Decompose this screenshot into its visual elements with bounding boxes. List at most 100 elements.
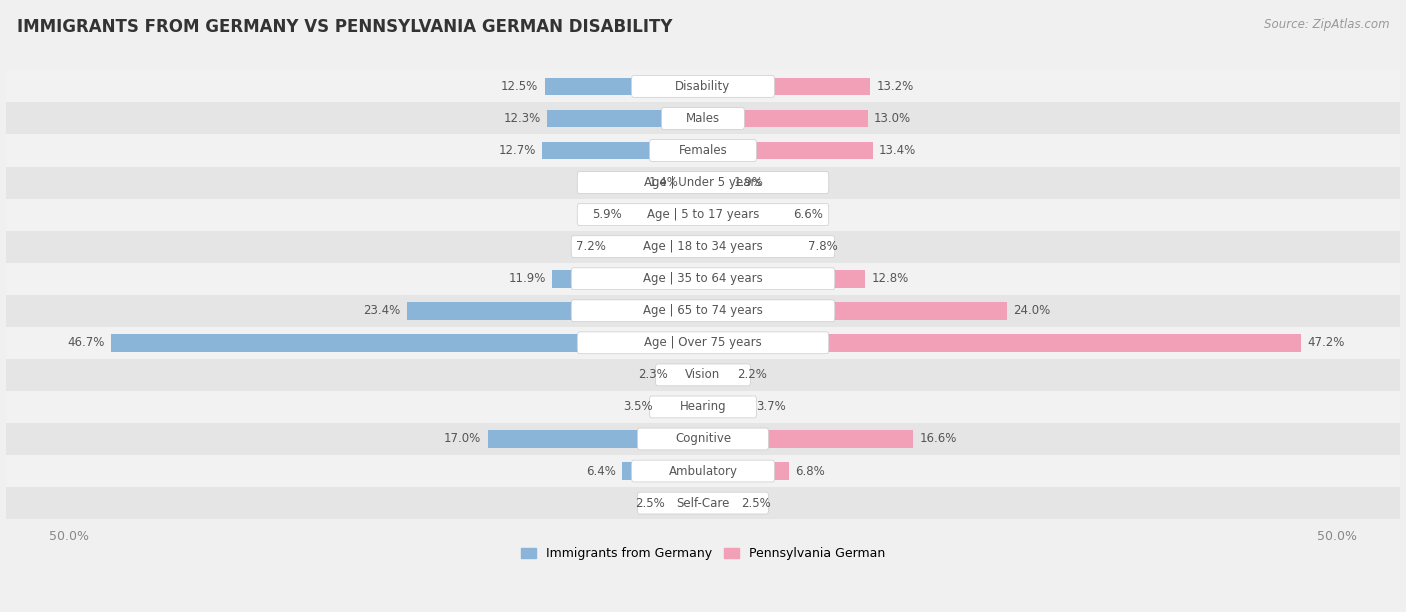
Legend: Immigrants from Germany, Pennsylvania German: Immigrants from Germany, Pennsylvania Ge…	[516, 542, 890, 565]
FancyBboxPatch shape	[571, 300, 835, 322]
Bar	[703, 430, 914, 448]
FancyBboxPatch shape	[571, 268, 835, 289]
Text: Vision: Vision	[685, 368, 721, 381]
Bar	[703, 270, 865, 288]
FancyBboxPatch shape	[650, 140, 756, 162]
FancyBboxPatch shape	[631, 460, 775, 482]
Text: 23.4%: 23.4%	[363, 304, 401, 317]
Text: 6.4%: 6.4%	[586, 465, 616, 477]
Bar	[6, 327, 1400, 359]
Bar	[547, 110, 703, 127]
Text: Age | 35 to 64 years: Age | 35 to 64 years	[643, 272, 763, 285]
Text: Disability: Disability	[675, 80, 731, 93]
Bar	[406, 302, 703, 319]
FancyBboxPatch shape	[571, 236, 835, 258]
Text: 2.3%: 2.3%	[638, 368, 668, 381]
Text: 47.2%: 47.2%	[1308, 337, 1344, 349]
Bar	[703, 174, 727, 192]
FancyBboxPatch shape	[578, 204, 828, 225]
Bar	[628, 206, 703, 223]
Text: 7.8%: 7.8%	[808, 240, 838, 253]
Bar	[703, 238, 801, 255]
Bar	[685, 174, 703, 192]
Text: 12.8%: 12.8%	[872, 272, 908, 285]
Bar	[703, 494, 735, 512]
Text: 1.4%: 1.4%	[650, 176, 679, 189]
Bar	[544, 78, 703, 95]
Bar	[553, 270, 703, 288]
Text: 12.5%: 12.5%	[501, 80, 538, 93]
Bar	[703, 142, 873, 159]
Text: 2.2%: 2.2%	[737, 368, 768, 381]
Text: Self-Care: Self-Care	[676, 496, 730, 510]
Text: 3.5%: 3.5%	[623, 400, 652, 414]
Text: 12.7%: 12.7%	[498, 144, 536, 157]
Bar	[703, 462, 789, 480]
Text: 5.9%: 5.9%	[592, 208, 621, 221]
Bar	[673, 366, 703, 384]
Bar	[6, 135, 1400, 166]
Text: 6.8%: 6.8%	[796, 465, 825, 477]
Text: 2.5%: 2.5%	[636, 496, 665, 510]
Bar	[658, 398, 703, 416]
Bar	[703, 302, 1007, 319]
FancyBboxPatch shape	[631, 75, 775, 97]
Bar	[6, 455, 1400, 487]
Text: 46.7%: 46.7%	[67, 337, 105, 349]
Text: Age | 5 to 17 years: Age | 5 to 17 years	[647, 208, 759, 221]
Bar	[703, 206, 786, 223]
Bar	[6, 263, 1400, 295]
Bar	[703, 78, 870, 95]
Text: Females: Females	[679, 144, 727, 157]
Text: 7.2%: 7.2%	[575, 240, 606, 253]
Bar	[488, 430, 703, 448]
Text: Cognitive: Cognitive	[675, 433, 731, 446]
FancyBboxPatch shape	[637, 428, 769, 450]
Text: Age | Over 75 years: Age | Over 75 years	[644, 337, 762, 349]
Text: 3.7%: 3.7%	[756, 400, 786, 414]
FancyBboxPatch shape	[661, 108, 745, 129]
Text: 6.6%: 6.6%	[793, 208, 823, 221]
Bar	[6, 166, 1400, 198]
Text: 24.0%: 24.0%	[1014, 304, 1050, 317]
Bar	[6, 198, 1400, 231]
Text: 2.5%: 2.5%	[741, 496, 770, 510]
Bar	[703, 110, 868, 127]
FancyBboxPatch shape	[578, 171, 828, 193]
FancyBboxPatch shape	[637, 492, 769, 514]
Bar	[6, 231, 1400, 263]
FancyBboxPatch shape	[650, 396, 756, 418]
Bar	[6, 423, 1400, 455]
Text: Source: ZipAtlas.com: Source: ZipAtlas.com	[1264, 18, 1389, 31]
Bar	[703, 398, 749, 416]
Text: 13.0%: 13.0%	[875, 112, 911, 125]
Bar	[6, 487, 1400, 519]
Text: 12.3%: 12.3%	[503, 112, 541, 125]
Bar	[612, 238, 703, 255]
Bar	[671, 494, 703, 512]
FancyBboxPatch shape	[655, 364, 751, 386]
Bar	[6, 102, 1400, 135]
Text: 1.9%: 1.9%	[734, 176, 763, 189]
Text: 13.2%: 13.2%	[876, 80, 914, 93]
Bar	[6, 295, 1400, 327]
Text: Age | 65 to 74 years: Age | 65 to 74 years	[643, 304, 763, 317]
Text: Males: Males	[686, 112, 720, 125]
Bar	[111, 334, 703, 352]
Text: Ambulatory: Ambulatory	[668, 465, 738, 477]
Bar	[703, 334, 1301, 352]
Text: 11.9%: 11.9%	[509, 272, 546, 285]
Bar	[543, 142, 703, 159]
Bar	[6, 70, 1400, 102]
Bar	[6, 391, 1400, 423]
Bar	[621, 462, 703, 480]
Text: 16.6%: 16.6%	[920, 433, 957, 446]
Text: IMMIGRANTS FROM GERMANY VS PENNSYLVANIA GERMAN DISABILITY: IMMIGRANTS FROM GERMANY VS PENNSYLVANIA …	[17, 18, 672, 36]
Text: Hearing: Hearing	[679, 400, 727, 414]
Text: Age | Under 5 years: Age | Under 5 years	[644, 176, 762, 189]
Text: 13.4%: 13.4%	[879, 144, 917, 157]
Text: Age | 18 to 34 years: Age | 18 to 34 years	[643, 240, 763, 253]
FancyBboxPatch shape	[578, 332, 828, 354]
Bar	[6, 359, 1400, 391]
Bar	[703, 366, 731, 384]
